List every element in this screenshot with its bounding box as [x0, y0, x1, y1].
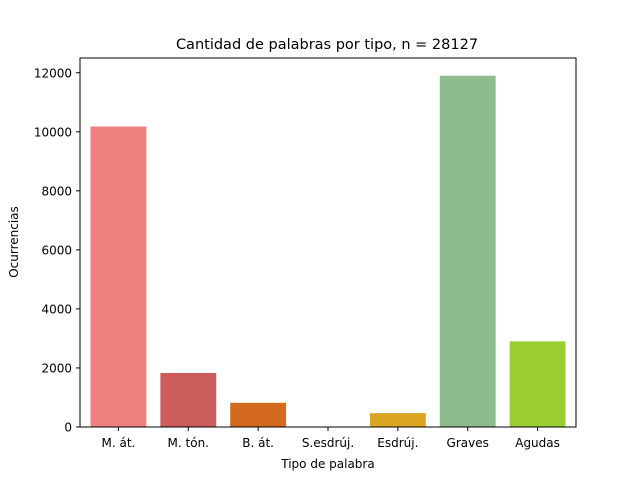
y-tick-label: 0 [64, 421, 72, 435]
bar-1 [160, 372, 217, 427]
y-tick-label: 4000 [41, 302, 72, 316]
x-axis-label: Tipo de palabra [280, 457, 374, 471]
y-tick-label: 12000 [34, 66, 72, 80]
x-tick-label: M. át. [101, 436, 135, 450]
y-axis-label: Ocurrencias [7, 206, 21, 278]
x-tick-label: Agudas [515, 436, 560, 450]
x-tick-label: Graves [447, 436, 489, 450]
y-tick-label: 8000 [41, 184, 72, 198]
bar-5 [439, 75, 496, 427]
y-axis-ticks: 0 2000 4000 6000 8000 10000 12000 [34, 66, 80, 435]
x-tick-label: Esdrúj. [377, 436, 418, 450]
plot-frame [79, 57, 577, 428]
y-tick-label: 10000 [34, 125, 72, 139]
bar-0 [90, 126, 147, 428]
bars-group [90, 75, 566, 428]
x-tick-label: B. át. [242, 436, 274, 450]
bar-2 [230, 402, 287, 427]
bar-4 [369, 413, 426, 427]
chart-title: Cantidad de palabras por tipo, n = 28127 [176, 37, 478, 53]
bar-6 [509, 341, 566, 427]
y-tick-label: 2000 [41, 361, 72, 375]
x-tick-label: S.esdrúj. [302, 436, 354, 450]
x-tick-label: M. tón. [168, 436, 209, 450]
x-axis-ticks: M. át. M. tón. B. át. S.esdrúj. Esdrúj. Grave… [101, 427, 560, 450]
y-tick-label: 6000 [41, 243, 72, 257]
